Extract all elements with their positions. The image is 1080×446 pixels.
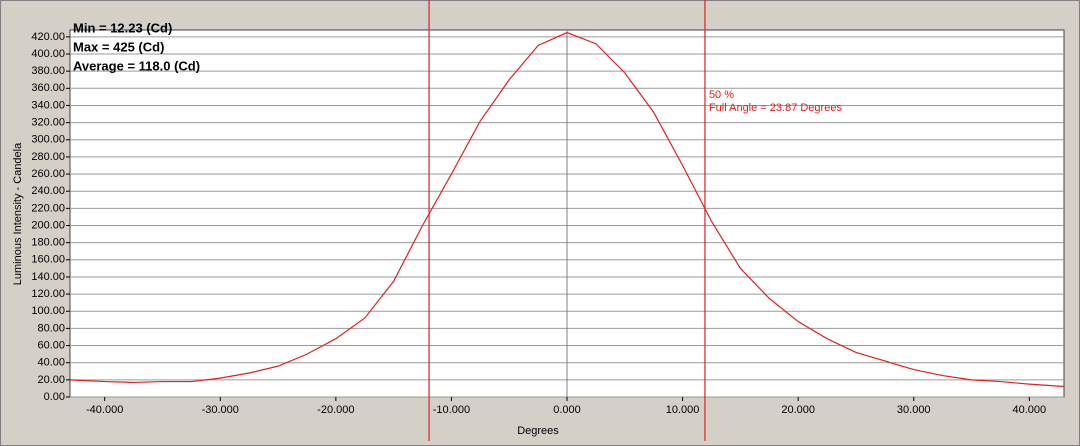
x-tick-label: -20.000 [317, 404, 354, 416]
y-tick-label: 260.00 [31, 168, 65, 180]
y-tick-label: 100.00 [31, 305, 65, 317]
y-tick-label: 320.00 [31, 117, 65, 129]
x-tick-label: -30.000 [202, 404, 239, 416]
x-tick-label: 10.000 [666, 404, 700, 416]
y-tick-label: 220.00 [31, 202, 65, 214]
intensity-curve [69, 31, 1065, 388]
x-axis-label: Degrees [517, 425, 559, 437]
stat-text: Average = 118.0 (Cd) [73, 58, 200, 73]
y-tick-label: 240.00 [31, 185, 65, 197]
stat-text: Max = 425 (Cd) [73, 39, 164, 54]
y-tick-label: 0.00 [44, 391, 65, 403]
y-tick-label: 40.00 [37, 357, 65, 369]
y-tick-label: 120.00 [31, 288, 65, 300]
x-tick-label: -40.000 [86, 404, 123, 416]
y-tick-label: 300.00 [31, 134, 65, 146]
x-tick-label: -10.000 [433, 404, 470, 416]
y-axis-label: Luminous Intensity - Candela [12, 142, 24, 285]
y-tick-label: 420.00 [31, 31, 65, 43]
y-tick-label: 280.00 [31, 151, 65, 163]
y-tick-label: 20.00 [37, 374, 65, 386]
x-tick-label: 0.000 [553, 404, 581, 416]
y-tick-label: 180.00 [31, 237, 65, 249]
y-tick-label: 400.00 [31, 48, 65, 60]
x-tick-label: 40.000 [1012, 404, 1046, 416]
y-tick-label: 380.00 [31, 65, 65, 77]
x-tick-label: 30.000 [897, 404, 931, 416]
y-tick-label: 200.00 [31, 219, 65, 231]
x-tick-label: 20.000 [781, 404, 815, 416]
y-tick-label: 60.00 [37, 339, 65, 351]
y-tick-label: 140.00 [31, 271, 65, 283]
y-tick-label: 360.00 [31, 82, 65, 94]
annotation: 50 % [709, 89, 734, 101]
y-tick-label: 80.00 [37, 322, 65, 334]
y-tick-label: 340.00 [31, 99, 65, 111]
stat-text: Min = 12.23 (Cd) [73, 20, 172, 35]
y-tick-label: 160.00 [31, 254, 65, 266]
annotation: Full Angle = 23.87 Degrees [709, 102, 843, 114]
